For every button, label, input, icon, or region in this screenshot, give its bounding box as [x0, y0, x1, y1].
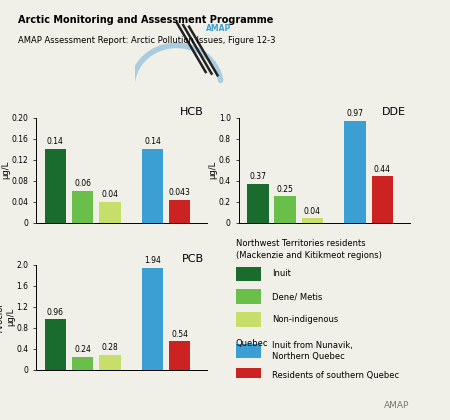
- Text: AMAP Assessment Report: Arctic Pollution Issues, Figure 12-3: AMAP Assessment Report: Arctic Pollution…: [18, 36, 275, 45]
- Text: 0.28: 0.28: [101, 343, 118, 352]
- Text: HCB: HCB: [180, 107, 203, 117]
- Y-axis label: Aroclor
μg/L: Aroclor μg/L: [0, 302, 15, 332]
- Text: Non-indigenous: Non-indigenous: [272, 315, 338, 324]
- Bar: [72, 357, 93, 370]
- Bar: [99, 355, 121, 370]
- Text: AMAP: AMAP: [384, 401, 410, 410]
- Text: 0.25: 0.25: [277, 185, 293, 194]
- Text: Dene/ Metis: Dene/ Metis: [272, 292, 322, 301]
- Bar: [302, 218, 323, 223]
- Text: 1.94: 1.94: [144, 256, 161, 265]
- Text: AMAP: AMAP: [206, 24, 232, 33]
- Text: Residents of southern Quebec: Residents of southern Quebec: [272, 370, 399, 380]
- Text: PCB: PCB: [181, 254, 203, 264]
- Bar: [72, 191, 93, 223]
- Bar: [169, 200, 190, 223]
- Bar: [45, 149, 66, 223]
- Y-axis label: μg/L: μg/L: [1, 161, 10, 179]
- Text: DDE: DDE: [382, 107, 406, 117]
- Bar: [236, 289, 261, 304]
- Bar: [142, 268, 163, 370]
- Text: 0.04: 0.04: [304, 207, 321, 216]
- Y-axis label: μg/L: μg/L: [208, 161, 217, 179]
- Bar: [247, 184, 269, 223]
- Text: Arctic Monitoring and Assessment Programme: Arctic Monitoring and Assessment Program…: [18, 15, 274, 25]
- Text: Inuit: Inuit: [272, 269, 291, 278]
- Text: 0.24: 0.24: [74, 345, 91, 354]
- Text: 0.44: 0.44: [374, 165, 391, 174]
- Text: 0.043: 0.043: [169, 189, 191, 197]
- Bar: [45, 319, 66, 370]
- Text: 0.14: 0.14: [144, 137, 161, 147]
- Bar: [236, 368, 261, 382]
- Bar: [372, 176, 393, 223]
- Text: 0.37: 0.37: [249, 172, 266, 181]
- Text: 0.04: 0.04: [101, 190, 118, 199]
- Text: Northwest Territories residents
(Mackenzie and Kitikmeot regions): Northwest Territories residents (Mackenz…: [236, 239, 382, 260]
- Bar: [274, 197, 296, 223]
- Text: 0.97: 0.97: [346, 109, 364, 118]
- Text: 0.54: 0.54: [171, 330, 188, 339]
- Bar: [99, 202, 121, 223]
- Bar: [236, 267, 261, 281]
- Bar: [169, 341, 190, 370]
- Text: Quebec: Quebec: [236, 339, 268, 349]
- Text: 0.06: 0.06: [74, 179, 91, 189]
- Text: 0.14: 0.14: [47, 137, 64, 147]
- Bar: [236, 344, 261, 358]
- Bar: [236, 312, 261, 327]
- Text: 0.96: 0.96: [47, 307, 64, 317]
- Bar: [142, 149, 163, 223]
- Text: Inuit from Nunavik,
Northern Quebec: Inuit from Nunavik, Northern Quebec: [272, 341, 353, 360]
- Bar: [344, 121, 366, 223]
